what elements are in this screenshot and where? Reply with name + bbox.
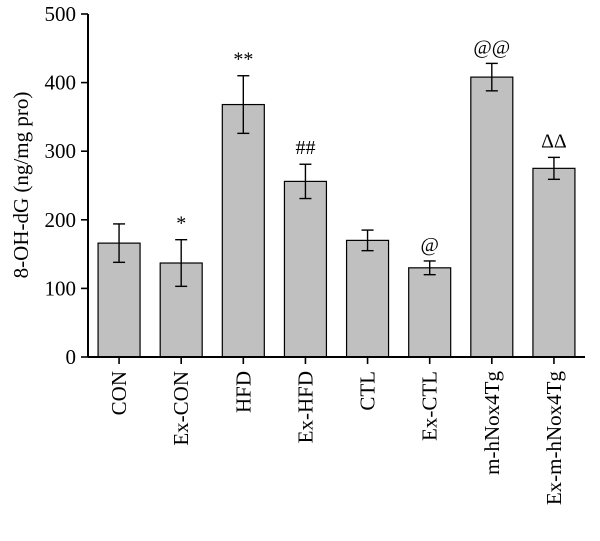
x-tick-label-5: CTL [356, 371, 380, 411]
y-tick-label-500: 500 [45, 2, 77, 26]
bars [97, 76, 576, 358]
y-tick-label-400: 400 [45, 71, 77, 95]
bar-8 [532, 167, 576, 358]
x-tick-label-4: Ex-HFD [293, 371, 317, 443]
bar-6 [408, 267, 452, 358]
x-tick-label-3: HFD [231, 371, 255, 413]
annotation-8: ΔΔ [541, 130, 567, 152]
y-tick-label-200: 200 [45, 208, 77, 232]
x-tick-label-1: CON [107, 371, 131, 415]
x-tick-label-7: m-hNox4Tg [480, 371, 504, 475]
bar-4 [283, 180, 328, 358]
annotation-6: @ [420, 234, 438, 256]
bar-7 [470, 76, 514, 358]
x-tick-label-8: Ex-m-hNox4Tg [542, 371, 566, 506]
y-axis-label: 8-OH-dG (ng/mg pro) [9, 92, 33, 279]
y-tick-label-0: 0 [66, 345, 77, 369]
bar-5 [345, 239, 390, 358]
annotation-7: @@ [473, 36, 510, 58]
annotation-2: * [176, 213, 186, 235]
y-tick-label-300: 300 [45, 139, 77, 163]
x-tick-label-6: Ex-CTL [418, 371, 442, 441]
significance-annotations: ***##@@@ΔΔ [176, 36, 567, 256]
x-tick-label-2: Ex-CON [169, 371, 193, 446]
annotation-4: ## [295, 137, 315, 159]
error-bars [113, 62, 560, 288]
annotation-3: ** [233, 49, 253, 71]
y-axis-ticks: 0 100 200 300 400 500 [45, 2, 88, 369]
bar-3 [221, 103, 265, 358]
x-axis-labels: CON Ex-CON HFD Ex-HFD CTL Ex-CTL m-hNox4Tg Ex-m… [107, 357, 566, 505]
y-tick-label-100: 100 [45, 276, 77, 300]
